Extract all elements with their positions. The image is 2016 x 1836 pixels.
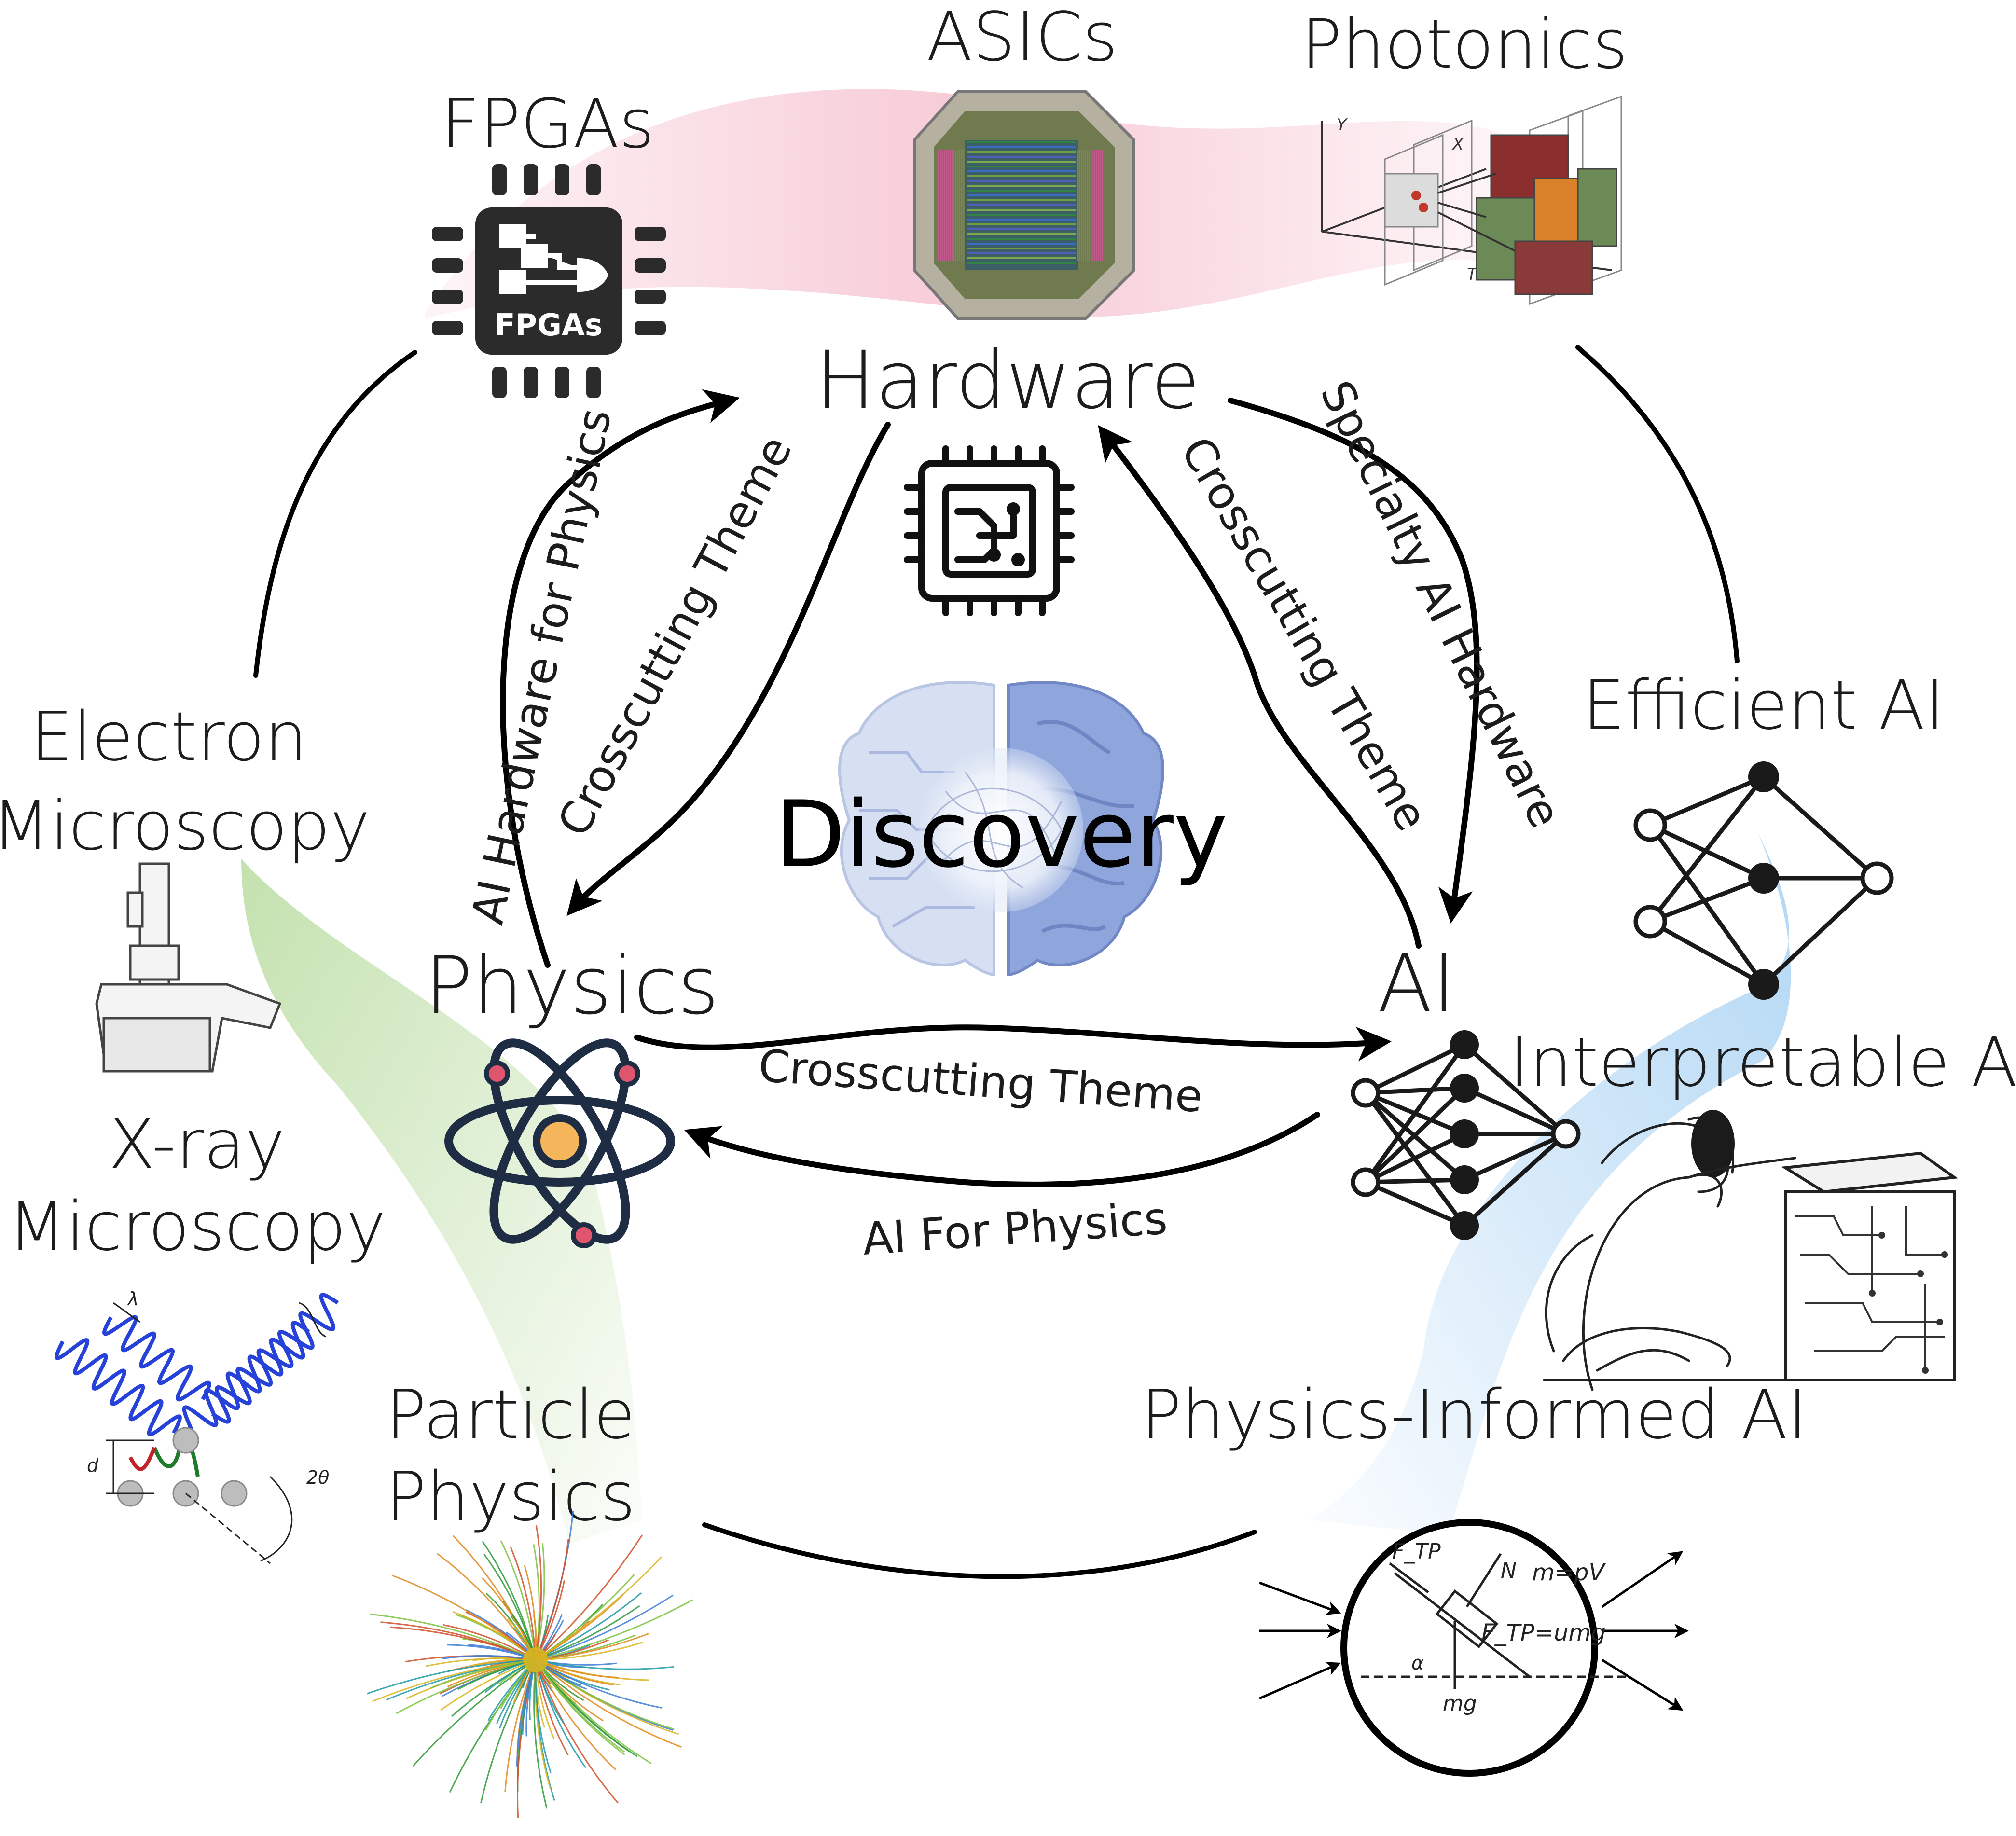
photonics-axis-y: Y	[1337, 115, 1348, 135]
xray-microscopy-title-line1: X-ray	[109, 1105, 285, 1184]
fpga-chip-label: FPGAs	[495, 307, 603, 343]
efficient-ai-net-icon	[1633, 761, 1894, 1000]
svg-text:Specialty AI Hardware: Specialty AI Hardware	[1310, 373, 1571, 836]
efficient-ai-title: Efficient AI	[1583, 666, 1945, 745]
chip-icon	[904, 445, 1075, 616]
physics-band	[241, 859, 642, 1544]
physics-informed-ai-diagram: F_TP N m=pV F_TP=umg α mg	[1258, 1519, 1689, 1777]
atom-icon	[444, 1038, 675, 1248]
photonics-image: Y X T	[1321, 95, 1622, 305]
edge-label-crosscutting-bottom: Crosscutting Theme	[757, 1040, 1204, 1122]
edge-label-specialty-ai-hardware: Specialty AI Hardware	[1310, 373, 1571, 836]
xray-lambda: λ	[127, 1288, 139, 1310]
interpretable-ai-sketch	[1543, 1110, 1959, 1391]
pinn-f-eq: F_TP=umg	[1481, 1619, 1606, 1646]
node-label-ai: AI	[1378, 937, 1456, 1030]
xray-microscopy-title-line2: Microscopy	[8, 1187, 386, 1266]
physics-informed-ai-title: Physics-Informed AI	[1141, 1376, 1807, 1454]
electron-microscope-sketch	[95, 862, 282, 1073]
connector-particle-pinn	[702, 1522, 1257, 1579]
arrow-specialty-ai-hardware	[1228, 398, 1480, 924]
xray-d: d	[87, 1455, 99, 1476]
pinn-alpha: α	[1411, 1652, 1424, 1674]
svg-text:AI Hardware for Physics: AI Hardware for Physics	[462, 404, 621, 928]
particle-collision-event	[367, 1510, 693, 1818]
arrow-crosscutting-bottom	[634, 1024, 1392, 1062]
edge-label-ai-hardware-for-physics: AI Hardware for Physics	[462, 404, 621, 928]
asics-title: ASICs	[926, 0, 1118, 77]
xray-two-theta: 2θ	[306, 1467, 329, 1488]
pinn-f-tp: F_TP	[1392, 1539, 1441, 1564]
asic-die-image	[913, 90, 1135, 320]
arrow-ai-for-physics	[684, 1112, 1320, 1187]
center-title: Discovery	[775, 781, 1228, 888]
arrow-ai-hardware-for-physics	[500, 389, 740, 968]
ai-band	[1308, 830, 1791, 1534]
pinn-mg: mg	[1443, 1691, 1477, 1716]
brain-icon	[838, 681, 1164, 977]
pinn-m-eq: m=pV	[1532, 1559, 1606, 1586]
electron-microscopy-title-line1: Electron	[30, 698, 307, 776]
node-label-physics: Physics	[425, 939, 719, 1032]
connector-fpgas-electron	[253, 350, 417, 678]
connector-photonics-efficient	[1575, 345, 1740, 663]
particle-physics-title-line1: Particle	[386, 1376, 635, 1454]
electron-microscopy-title-line2: Microscopy	[0, 787, 370, 866]
svg-text:AI For Physics: AI For Physics	[861, 1192, 1169, 1265]
arrow-crosscutting-right	[1098, 425, 1422, 949]
svg-text:Crosscutting Theme: Crosscutting Theme	[757, 1040, 1204, 1122]
photonics-axis-x: X	[1451, 135, 1464, 154]
neural-net-icon	[1351, 1030, 1581, 1240]
arrow-crosscutting-left	[566, 422, 891, 916]
pinn-n: N	[1501, 1559, 1517, 1583]
fpga-chip-icon: FPGAs	[432, 164, 666, 398]
xray-diffraction-sketch: λ d 2θ	[55, 1288, 339, 1564]
fpgas-title: FPGAs	[441, 85, 654, 164]
photonics-title: Photonics	[1301, 5, 1628, 84]
interpretable-ai-title: Interpretable AI	[1509, 1023, 2016, 1102]
photonics-axis-t: T	[1467, 265, 1478, 284]
particle-physics-title-line2: Physics	[386, 1458, 635, 1536]
node-label-hardware: Hardware	[815, 334, 1200, 427]
edge-label-ai-for-physics: AI For Physics	[861, 1192, 1169, 1265]
